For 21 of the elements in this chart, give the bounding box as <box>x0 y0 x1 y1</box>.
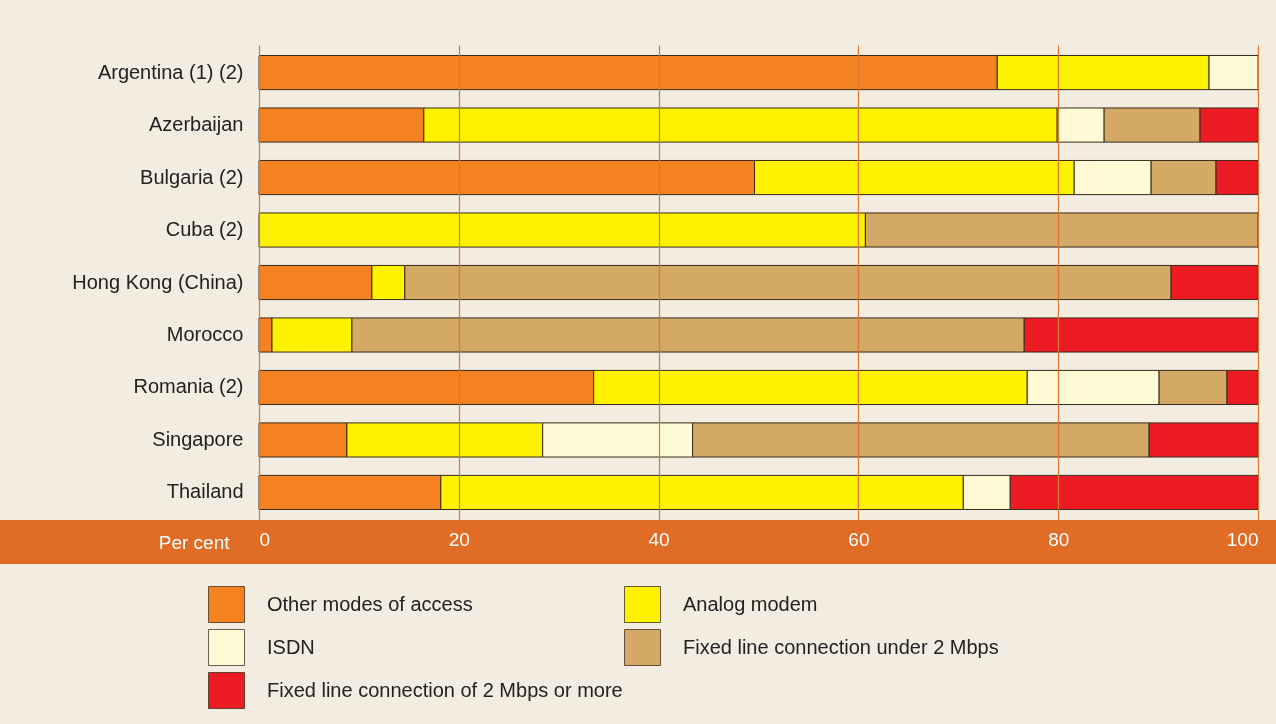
y-tick-label: Argentina (1) (2) <box>97 60 244 83</box>
legend-label: Analog modem <box>683 592 818 615</box>
y-tick-label: Singapore <box>152 427 244 450</box>
x-tick-label: 0 <box>259 528 271 550</box>
y-tick-label: Morocco <box>166 322 244 345</box>
legend-label: Other modes of access <box>267 592 473 615</box>
y-tick-label: Hong Kong (China) <box>72 270 244 293</box>
y-tick-label: Cuba (2) <box>165 218 244 241</box>
y-tick-label: Azerbaijan <box>148 113 244 136</box>
y-tick-label: Romania (2) <box>133 375 244 398</box>
x-tick-label: 60 <box>848 528 870 550</box>
x-tick-label: 20 <box>448 528 470 550</box>
x-axis-title: Per cent <box>158 531 231 553</box>
x-tick-label: 100 <box>1226 528 1259 550</box>
x-tick-label: 80 <box>1048 528 1070 550</box>
legend-label: ISDN <box>267 635 315 658</box>
y-tick-label: Thailand <box>166 480 244 503</box>
legend-label: Fixed line connection under 2 Mbps <box>683 635 999 658</box>
legend-label: Fixed line connection of 2 Mbps or more <box>267 678 623 701</box>
x-tick-label: 40 <box>648 528 670 550</box>
y-tick-label: Bulgaria (2) <box>140 165 244 188</box>
